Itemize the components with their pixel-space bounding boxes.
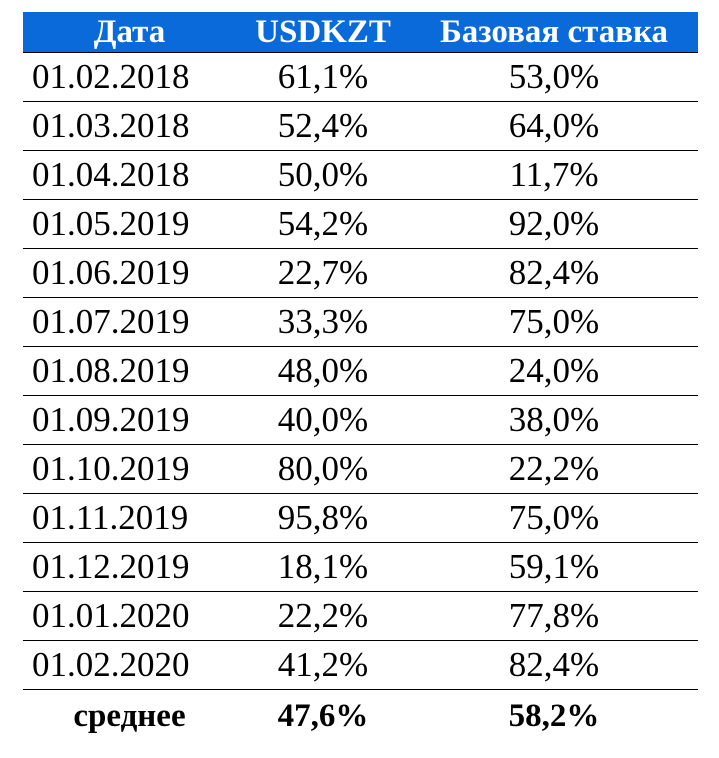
header-row: Дата USDKZT Базовая ставка: [23, 12, 698, 53]
table-row: 01.09.2019 40,0% 38,0%: [23, 395, 698, 445]
usdkzt-cell: 50,0%: [236, 150, 410, 200]
data-table: Дата USDKZT Базовая ставка 01.02.2018 61,…: [23, 12, 698, 742]
usdkzt-cell: 41,2%: [236, 640, 410, 690]
usdkzt-cell: 22,7%: [236, 248, 410, 298]
date-cell: 01.04.2018: [23, 150, 236, 200]
date-cell: 01.01.2020: [23, 591, 236, 641]
table-row: 01.01.2020 22,2% 77,8%: [23, 591, 698, 641]
table-body: 01.02.2018 61,1% 53,0% 01.03.2018 52,4% 64,0%…: [23, 52, 698, 690]
base-rate-cell: 75,0%: [410, 493, 698, 543]
table-row: 01.02.2020 41,2% 82,4%: [23, 640, 698, 690]
average-row: среднее 47,6% 58,2%: [23, 690, 698, 743]
date-cell: 01.05.2019: [23, 199, 236, 249]
usdkzt-cell: 18,1%: [236, 542, 410, 592]
table-row: 01.05.2019 54,2% 92,0%: [23, 199, 698, 249]
date-cell: 01.02.2020: [23, 640, 236, 690]
base-rate-cell: 77,8%: [410, 591, 698, 641]
date-cell: 01.10.2019: [23, 444, 236, 494]
base-rate-cell: 22,2%: [410, 444, 698, 494]
average-usdkzt: 47,6%: [277, 698, 369, 734]
usdkzt-cell: 22,2%: [236, 591, 410, 641]
table-row: 01.02.2018 61,1% 53,0%: [23, 52, 698, 102]
table-row: 01.06.2019 22,7% 82,4%: [23, 248, 698, 298]
date-cell: 01.06.2019: [23, 248, 236, 298]
base-rate-cell: 82,4%: [410, 248, 698, 298]
date-cell: 01.12.2019: [23, 542, 236, 592]
table-row: 01.08.2019 48,0% 24,0%: [23, 346, 698, 396]
average-label: среднее: [73, 698, 186, 734]
base-rate-cell: 92,0%: [410, 199, 698, 249]
base-rate-cell: 38,0%: [410, 395, 698, 445]
base-rate-cell: 82,4%: [410, 640, 698, 690]
table-row: 01.11.2019 95,8% 75,0%: [23, 493, 698, 543]
usdkzt-cell: 52,4%: [236, 101, 410, 151]
average-base-rate: 58,2%: [508, 698, 600, 734]
usdkzt-cell: 48,0%: [236, 346, 410, 396]
header-usdkzt: USDKZT: [236, 12, 410, 53]
usdkzt-cell: 40,0%: [236, 395, 410, 445]
table-row: 01.10.2019 80,0% 22,2%: [23, 444, 698, 494]
table-row: 01.04.2018 50,0% 11,7%: [23, 150, 698, 200]
usdkzt-cell: 33,3%: [236, 297, 410, 347]
usdkzt-cell: 80,0%: [236, 444, 410, 494]
date-cell: 01.07.2019: [23, 297, 236, 347]
table-row: 01.07.2019 33,3% 75,0%: [23, 297, 698, 347]
header-date: Дата: [23, 12, 236, 53]
base-rate-cell: 24,0%: [410, 346, 698, 396]
base-rate-cell: 11,7%: [410, 150, 698, 200]
date-cell: 01.08.2019: [23, 346, 236, 396]
base-rate-cell: 59,1%: [410, 542, 698, 592]
table-row: 01.03.2018 52,4% 64,0%: [23, 101, 698, 151]
base-rate-cell: 64,0%: [410, 101, 698, 151]
date-cell: 01.03.2018: [23, 101, 236, 151]
date-cell: 01.09.2019: [23, 395, 236, 445]
date-cell: 01.11.2019: [23, 493, 236, 543]
usdkzt-cell: 61,1%: [236, 52, 410, 102]
header-base-rate: Базовая ставка: [410, 12, 698, 53]
table-footer: среднее 47,6% 58,2%: [23, 690, 698, 743]
usdkzt-cell: 95,8%: [236, 493, 410, 543]
base-rate-cell: 75,0%: [410, 297, 698, 347]
usdkzt-cell: 54,2%: [236, 199, 410, 249]
base-rate-cell: 53,0%: [410, 52, 698, 102]
table-row: 01.12.2019 18,1% 59,1%: [23, 542, 698, 592]
date-cell: 01.02.2018: [23, 52, 236, 102]
table-header: Дата USDKZT Базовая ставка: [23, 12, 698, 53]
